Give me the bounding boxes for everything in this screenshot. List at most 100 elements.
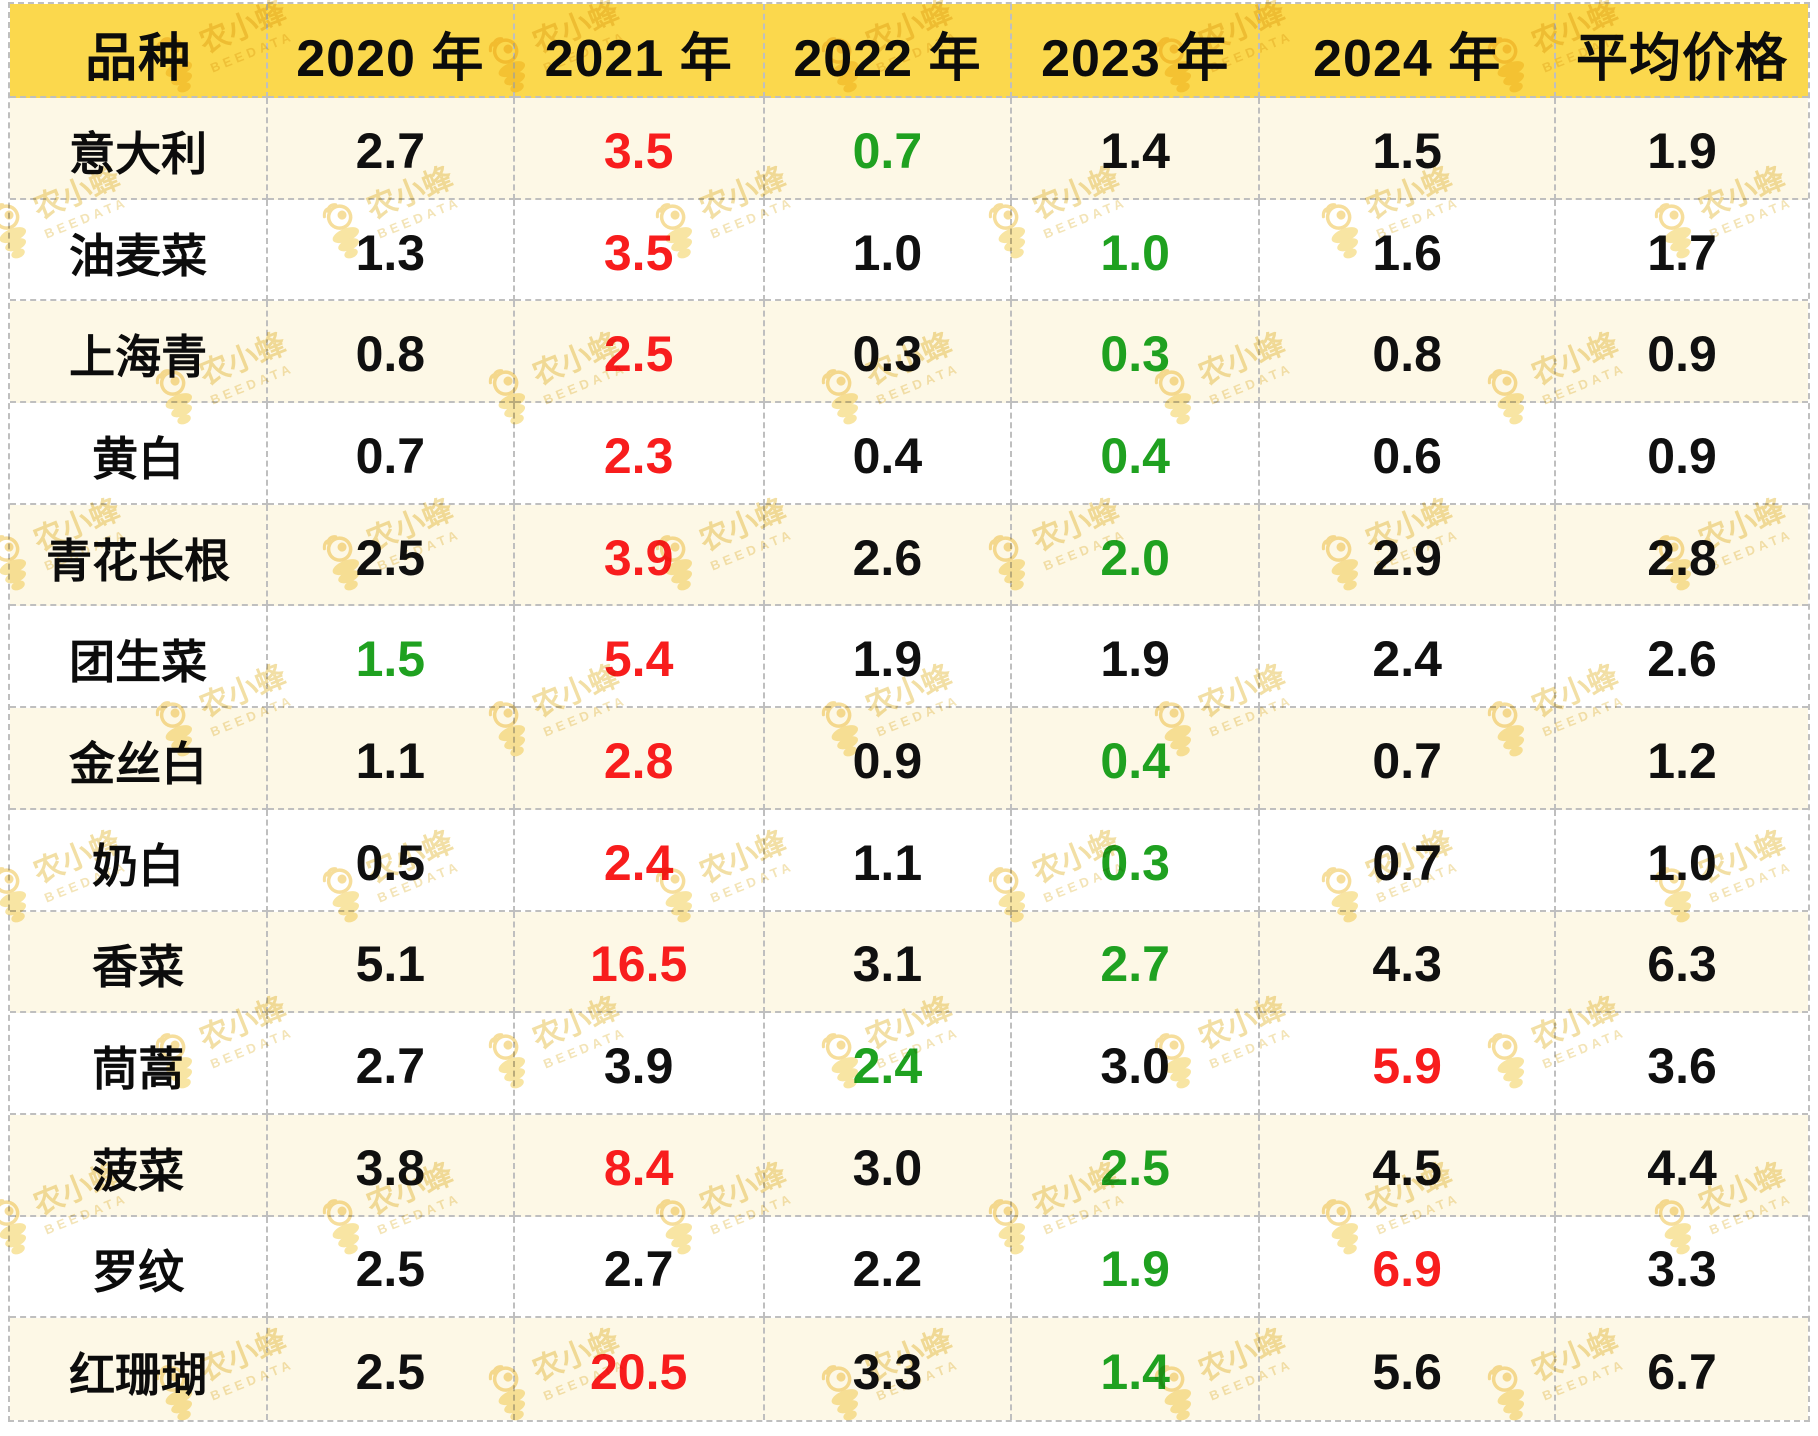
table-row: 青花长根 2.5 3.9 2.6 2.0 2.9 2.8 bbox=[10, 504, 1808, 607]
price-value: 0.6 bbox=[1260, 403, 1557, 505]
price-value: 0.4 bbox=[764, 403, 1012, 505]
variety-name: 奶白 bbox=[10, 809, 269, 912]
price-value: 2.7 bbox=[1012, 911, 1261, 1014]
price-value: 0.5 bbox=[268, 809, 515, 912]
price-value: 1.9 bbox=[1012, 606, 1261, 709]
bee-logo-icon bbox=[1810, 27, 1818, 102]
table-row: 茼蒿 2.7 3.9 2.4 3.0 5.9 3.6 bbox=[10, 1013, 1808, 1115]
bee-logo-icon bbox=[1810, 1355, 1818, 1430]
price-value: 2.5 bbox=[514, 301, 765, 404]
column-header-2021: 2021 年 bbox=[514, 4, 765, 98]
price-value: 1.5 bbox=[1260, 98, 1557, 200]
price-value: 0.7 bbox=[1260, 708, 1557, 810]
table-header-row: 品种 2020 年 2021 年 2022 年 2023 年 2024 年 平均… bbox=[10, 4, 1808, 98]
table-row: 香菜 5.1 16.5 3.1 2.7 4.3 6.3 bbox=[10, 911, 1808, 1014]
column-header-variety: 品种 bbox=[10, 4, 269, 98]
price-value: 8.4 bbox=[514, 1114, 765, 1217]
price-table: 品种 2020 年 2021 年 2022 年 2023 年 2024 年 平均… bbox=[8, 2, 1810, 1422]
price-value: 1.9 bbox=[1012, 1216, 1261, 1319]
variety-name: 菠菜 bbox=[10, 1114, 269, 1217]
price-value: 2.4 bbox=[1260, 606, 1557, 709]
price-value: 2.4 bbox=[764, 1013, 1012, 1115]
price-value: 5.6 bbox=[1260, 1318, 1557, 1420]
variety-name: 红珊瑚 bbox=[10, 1318, 269, 1420]
price-value: 1.0 bbox=[1556, 810, 1808, 912]
price-value: 20.5 bbox=[515, 1318, 765, 1420]
table-row: 菠菜 3.8 8.4 3.0 2.5 4.5 4.4 bbox=[10, 1114, 1808, 1217]
price-value: 1.3 bbox=[268, 199, 515, 302]
price-value: 1.5 bbox=[268, 606, 515, 709]
price-value: 1.9 bbox=[1556, 98, 1808, 200]
variety-name: 金丝白 bbox=[10, 708, 269, 810]
table-row: 金丝白 1.1 2.8 0.9 0.4 0.7 1.2 bbox=[10, 708, 1808, 810]
price-value: 6.7 bbox=[1647, 1344, 1717, 1401]
price-value: 0.3 bbox=[1012, 809, 1261, 912]
price-value: 3.5 bbox=[514, 199, 765, 302]
price-value: 1.0 bbox=[1012, 199, 1261, 302]
price-value: 5.1 bbox=[268, 911, 515, 1014]
table-row: 黄白 0.7 2.3 0.4 0.4 0.6 0.9 bbox=[10, 403, 1808, 505]
price-value: 6.3 bbox=[1556, 912, 1808, 1014]
price-value: 3.6 bbox=[1556, 1013, 1808, 1115]
price-value: 1.0 bbox=[764, 199, 1012, 302]
price-value: 1.1 bbox=[268, 708, 515, 810]
price-value: 4.4 bbox=[1556, 1115, 1808, 1217]
price-value: 1.6 bbox=[1260, 199, 1557, 302]
price-value: 2.2 bbox=[764, 1216, 1012, 1319]
variety-name: 罗纹 bbox=[10, 1216, 269, 1319]
price-value: 0.3 bbox=[1012, 301, 1261, 404]
price-value: 0.8 bbox=[1260, 301, 1557, 404]
price-value: 5.9 bbox=[1260, 1013, 1557, 1115]
price-value: 2.5 bbox=[268, 1216, 515, 1319]
price-value: 3.1 bbox=[764, 911, 1012, 1014]
price-value: 3.9 bbox=[514, 504, 765, 607]
bee-logo-icon bbox=[1810, 1023, 1818, 1098]
price-value: 2.5 bbox=[1012, 1114, 1261, 1217]
price-value: 3.0 bbox=[764, 1114, 1012, 1217]
price-value: 2.7 bbox=[514, 1216, 765, 1319]
price-value: 1.4 bbox=[1012, 1318, 1261, 1420]
price-value: 0.9 bbox=[764, 708, 1012, 810]
price-value: 2.5 bbox=[268, 504, 515, 607]
variety-name: 黄白 bbox=[10, 403, 269, 505]
price-value: 0.9 bbox=[1556, 301, 1808, 404]
price-value: 1.1 bbox=[764, 809, 1012, 912]
price-value: 3.9 bbox=[514, 1013, 765, 1115]
table-row: 奶白 0.5 2.4 1.1 0.3 0.7 1.0 bbox=[10, 809, 1808, 912]
variety-name: 意大利 bbox=[10, 98, 269, 200]
variety-name: 香菜 bbox=[10, 911, 269, 1014]
price-value: 2.7 bbox=[268, 98, 515, 200]
table-row: 罗纹 2.5 2.7 2.2 1.9 6.9 3.3 bbox=[10, 1216, 1808, 1319]
price-value: 0.8 bbox=[268, 301, 515, 404]
price-value: 0.7 bbox=[764, 98, 1012, 200]
column-header-average: 平均价格 bbox=[1556, 4, 1808, 98]
price-value: 0.4 bbox=[1012, 708, 1261, 810]
price-value: 5.4 bbox=[514, 606, 765, 709]
price-value: 2.8 bbox=[1556, 505, 1808, 607]
price-value: 3.0 bbox=[1012, 1013, 1261, 1115]
price-value: 2.8 bbox=[514, 708, 765, 810]
table-row: 团生菜 1.5 5.4 1.9 1.9 2.4 2.6 bbox=[10, 606, 1808, 709]
price-value: 4.3 bbox=[1260, 911, 1557, 1014]
column-header-2022: 2022 年 bbox=[764, 4, 1012, 98]
column-header-2024: 2024 年 bbox=[1260, 4, 1557, 98]
price-value: 1.7 bbox=[1556, 200, 1808, 302]
variety-name: 团生菜 bbox=[10, 606, 269, 709]
price-value: 2.6 bbox=[764, 504, 1012, 607]
variety-name: 青花长根 bbox=[10, 504, 269, 607]
table-row: 意大利 2.7 3.5 0.7 1.4 1.5 1.9 bbox=[10, 98, 1808, 200]
price-value: 3.5 bbox=[514, 98, 765, 200]
table-row: 红珊瑚 2.5 20.5 3.3 1.4 5.6 6.7 bbox=[10, 1318, 1808, 1420]
price-value: 0.3 bbox=[764, 301, 1012, 404]
price-value: 2.7 bbox=[268, 1013, 515, 1115]
